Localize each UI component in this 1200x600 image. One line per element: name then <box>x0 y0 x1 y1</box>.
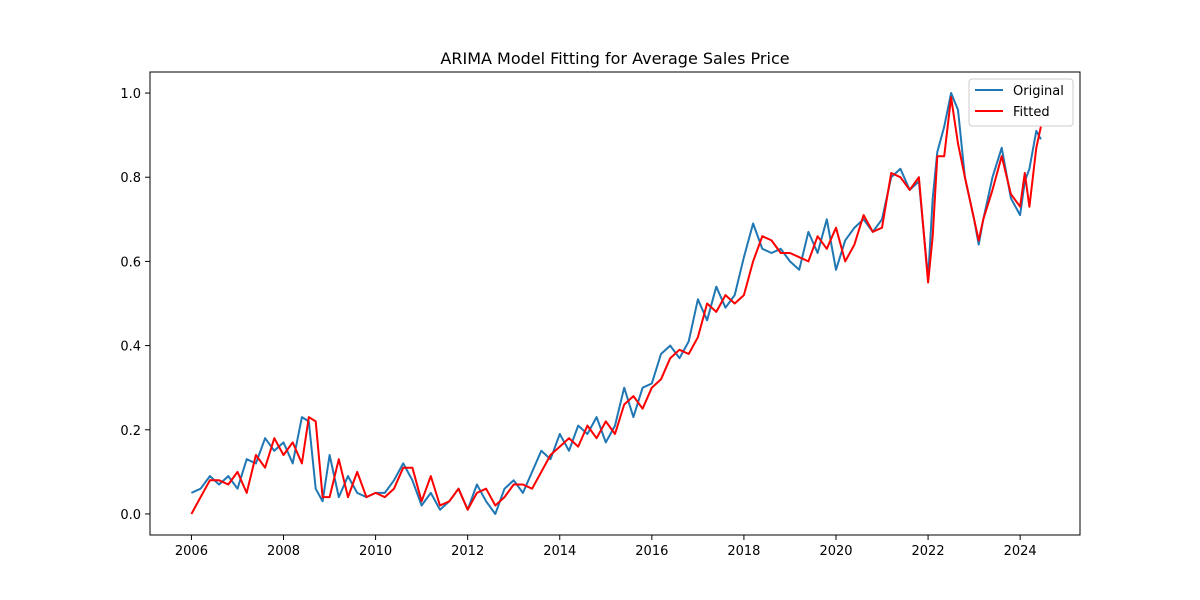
y-tick-label: 0.6 <box>120 255 141 270</box>
x-tick-label: 2014 <box>543 544 576 559</box>
y-tick-label: 0.4 <box>120 340 141 355</box>
y-axis: 0.0 0.2 0.4 0.6 0.8 1.0 <box>120 87 150 523</box>
series-line-original <box>190 92 1042 515</box>
legend-label-original: Original <box>1013 84 1064 99</box>
legend: Original Fitted <box>968 78 1074 127</box>
x-tick-label: 2012 <box>451 544 484 559</box>
y-tick-label: 0.2 <box>120 424 141 439</box>
x-axis: 2006 2008 2010 2012 2014 2016 2018 2020 2022 2024 <box>175 535 1037 559</box>
y-tick-label: 0.0 <box>120 508 141 523</box>
plot-frame <box>149 71 1081 536</box>
x-tick-label: 2010 <box>359 544 392 559</box>
legend-label-fitted: Fitted <box>1013 105 1050 120</box>
x-tick-label: 2024 <box>1004 544 1037 559</box>
x-tick-label: 2008 <box>267 544 300 559</box>
y-tick-label: 0.8 <box>120 171 141 186</box>
x-tick-label: 2018 <box>727 544 760 559</box>
x-tick-label: 2016 <box>635 544 668 559</box>
x-tick-label: 2006 <box>175 544 208 559</box>
x-tick-label: 2020 <box>819 544 852 559</box>
x-tick-label: 2022 <box>912 544 945 559</box>
chart-title: ARIMA Model Fitting for Average Sales Pr… <box>440 49 789 68</box>
series-line-fitted <box>190 96 1042 515</box>
y-tick-label: 1.0 <box>120 87 141 102</box>
plot-lines <box>190 92 1042 515</box>
